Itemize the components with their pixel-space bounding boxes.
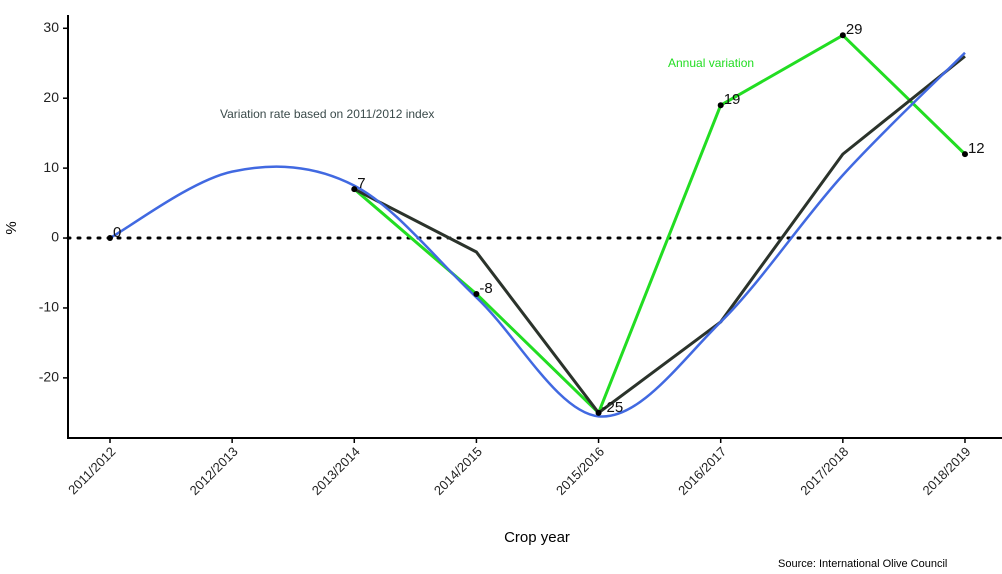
x-tick-label: 2016/2017 [675, 444, 729, 498]
annotation: Annual variation [668, 56, 754, 70]
data-label: 12 [968, 140, 985, 157]
data-label: 7 [357, 175, 365, 192]
data-point [473, 290, 480, 297]
data-point [595, 409, 602, 416]
y-tick-label: -20 [39, 369, 59, 385]
data-label: 29 [846, 21, 863, 38]
data-point [107, 235, 113, 242]
series-line [109, 51, 966, 418]
data-point [717, 102, 724, 109]
data-point [351, 186, 358, 193]
x-tick-label: 2011/2012 [65, 444, 118, 497]
y-axis-label: % [3, 221, 20, 234]
series-line [353, 33, 967, 415]
x-axis-label: Crop year [504, 529, 570, 546]
data-point [839, 32, 846, 39]
x-tick-label: 2018/2019 [919, 444, 973, 498]
x-tick-label: 2015/2016 [553, 444, 607, 498]
source: Source: International Olive Council [778, 558, 947, 570]
data-point [961, 151, 968, 158]
y-tick-label: 20 [43, 89, 59, 105]
annotation: Variation rate based on 2011/2012 index [220, 107, 434, 121]
y-tick-label: -10 [39, 299, 59, 315]
x-tick-label: 2012/2013 [187, 444, 241, 498]
y-tick-label: 0 [51, 229, 59, 245]
data-label: -25 [602, 399, 624, 416]
y-tick-label: 10 [43, 159, 59, 175]
y-tick-label: 30 [43, 19, 59, 35]
data-label: 19 [724, 91, 741, 108]
data-label: 0 [113, 224, 121, 241]
data-label: -8 [479, 280, 492, 297]
x-tick-label: 2013/2014 [309, 444, 363, 498]
x-tick-label: 2017/2018 [797, 444, 851, 498]
series-line [353, 55, 966, 415]
x-tick-label: 2014/2015 [431, 444, 485, 498]
